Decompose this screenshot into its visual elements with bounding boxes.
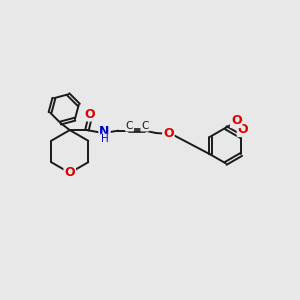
Text: O: O: [85, 107, 95, 121]
Text: O: O: [163, 127, 174, 140]
Text: O: O: [64, 167, 75, 179]
Text: O: O: [231, 114, 242, 127]
Text: O: O: [238, 123, 248, 136]
Text: H: H: [100, 134, 108, 144]
Text: N: N: [99, 125, 110, 138]
Text: C: C: [126, 121, 133, 130]
Text: C: C: [141, 121, 148, 130]
